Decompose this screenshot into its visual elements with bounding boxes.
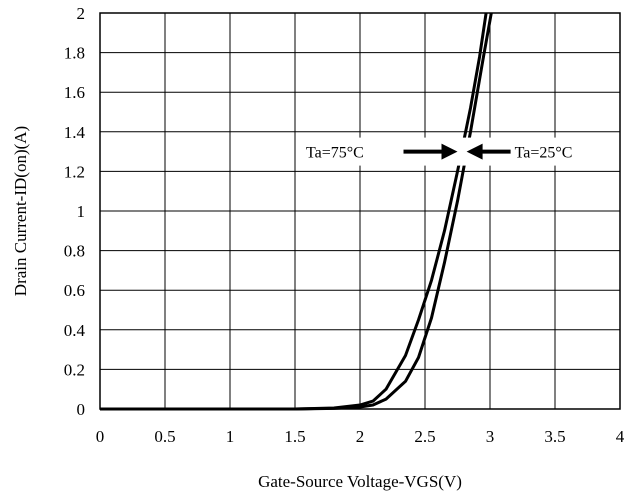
- tick-labels: 0 0.5 1 1.5 2 2.5 3 3.5 4 0 0.2 0.4 0.6 0.8 1 1.2 1.4 1.6…: [64, 4, 625, 446]
- x-tick-label: 3: [486, 427, 495, 446]
- y-tick-label: 2: [77, 4, 86, 23]
- y-axis-label: Drain Current-ID(on)(A): [11, 126, 30, 296]
- grid: [100, 13, 620, 409]
- plot-frame: [99, 12, 621, 410]
- x-tick-label: 2.5: [414, 427, 435, 446]
- y-tick-label: 1.2: [64, 162, 85, 181]
- x-tick-label: 0: [96, 427, 105, 446]
- y-tick-label: 1.6: [64, 83, 85, 102]
- x-tick-label: 4: [616, 427, 625, 446]
- annotation-ta25-arrow-head: [466, 143, 483, 160]
- y-tick-label: 0.8: [64, 242, 85, 261]
- x-axis-label: Gate-Source Voltage-VGS(V): [258, 472, 462, 491]
- y-tick-label: 1.4: [64, 123, 86, 142]
- x-tick-label: 0.5: [154, 427, 175, 446]
- x-tick-label: 1.5: [284, 427, 305, 446]
- x-tick-label: 2: [356, 427, 365, 446]
- y-tick-label: 0: [77, 400, 86, 419]
- annotation-ta75-arrow-head: [441, 143, 458, 160]
- y-tick-label: 1: [77, 202, 86, 221]
- x-tick-label: 3.5: [544, 427, 565, 446]
- y-tick-label: 0.6: [64, 281, 85, 300]
- y-tick-label: 1.8: [64, 44, 85, 63]
- y-tick-label: 0.4: [64, 321, 86, 340]
- annotation-ta75-label: Ta=75°C: [306, 145, 364, 162]
- annotation-ta25-label: Ta=25°C: [515, 145, 573, 162]
- y-tick-label: 0.2: [64, 360, 85, 379]
- annotations: Ta=75°C Ta=25°C: [298, 137, 601, 166]
- x-tick-label: 1: [226, 427, 235, 446]
